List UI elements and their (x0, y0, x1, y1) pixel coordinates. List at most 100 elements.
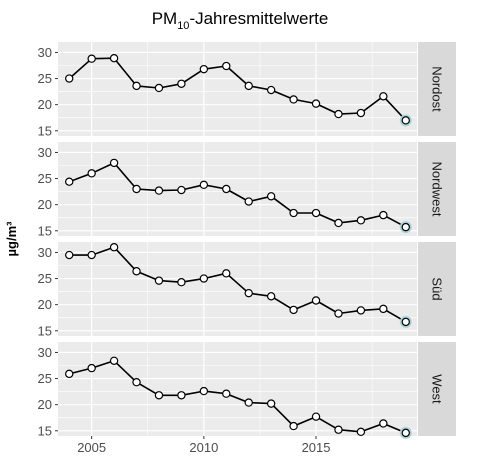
data-point (244, 81, 253, 91)
x-tick-label: 2010 (189, 440, 218, 455)
data-point (244, 398, 253, 407)
data-point (177, 185, 186, 195)
data-point (311, 412, 321, 421)
data-point (132, 267, 141, 276)
data-point (199, 274, 209, 283)
data-point (87, 363, 96, 373)
data-point (289, 305, 298, 315)
y-tick-label: 20 (38, 397, 52, 412)
data-point (334, 218, 343, 228)
x-tick-label: 2015 (302, 440, 331, 455)
data-point (401, 222, 410, 232)
x-tick-label: 2005 (77, 440, 106, 455)
data-point (334, 425, 343, 434)
y-tick-label: 30 (38, 45, 52, 60)
data-point (132, 378, 141, 387)
data-point (356, 306, 366, 315)
y-tick-label: 15 (38, 323, 52, 338)
data-point (87, 169, 96, 178)
data-point (199, 64, 209, 74)
facet-strip (418, 242, 456, 336)
facet-strip (418, 342, 456, 436)
panel-nordost: 15 20 25 30 Nordost (38, 42, 456, 138)
data-point (266, 399, 276, 408)
data-point (199, 180, 209, 190)
y-tick-label: 15 (38, 423, 52, 438)
data-point (65, 74, 74, 83)
data-point (154, 186, 164, 195)
y-tick-label: 15 (38, 223, 52, 238)
data-point (356, 427, 366, 437)
facet-strip-label: West (430, 374, 445, 404)
data-point (222, 389, 231, 398)
panel-background (58, 342, 417, 436)
data-point (154, 391, 164, 400)
data-point (334, 109, 343, 119)
facet-strip-label: Nordwest (430, 162, 445, 217)
data-point (289, 95, 298, 104)
series-line (69, 246, 407, 323)
panel-nordwest: 15 20 25 30 Nordwest (38, 142, 456, 238)
data-point (154, 83, 164, 93)
data-point (356, 108, 366, 118)
data-point (379, 304, 388, 314)
facet-strip (418, 42, 456, 136)
data-point (266, 192, 276, 201)
data-point (109, 356, 119, 365)
data-point (266, 85, 276, 95)
y-tick-label: 30 (38, 145, 52, 160)
panel-süd: 15 20 25 30 Süd (38, 242, 456, 338)
data-point (87, 250, 96, 260)
data-point (154, 276, 164, 285)
data-point (109, 53, 119, 63)
data-point (132, 81, 141, 91)
data-point (65, 369, 74, 379)
data-point (109, 243, 119, 252)
facet-strip (418, 142, 456, 236)
y-tick-label: 25 (38, 71, 52, 86)
data-point (244, 288, 253, 298)
y-axis-title: µg/m³ (4, 221, 19, 257)
y-tick-label: 30 (38, 345, 52, 360)
data-point (379, 92, 388, 101)
data-point (109, 158, 119, 168)
chart-title-subscript: 10 (177, 20, 189, 32)
data-point (334, 309, 343, 318)
data-point (401, 116, 410, 125)
data-point (289, 208, 298, 218)
y-tick-label: 20 (38, 297, 52, 312)
data-point (356, 216, 366, 225)
data-point (311, 296, 321, 305)
chart-title-rest: -Jahresmittelwerte (189, 9, 328, 28)
facet-strip-label: Nordost (430, 66, 445, 112)
y-tick-label: 25 (38, 271, 52, 286)
x-axis: 2005 2010 2015 (77, 436, 330, 455)
data-point (222, 184, 231, 194)
data-point (132, 184, 141, 194)
data-point (222, 61, 231, 71)
panel-west: 15 20 25 30 West (38, 342, 456, 439)
data-point (311, 208, 321, 218)
data-point (177, 79, 186, 88)
series-line (68, 162, 407, 228)
series-line (69, 359, 407, 434)
data-point (65, 250, 74, 260)
facet-panels: 15 20 25 30 Nordost 15 20 25 30 Nordwest 15 20 25 30 S… (38, 42, 456, 439)
data-point (177, 278, 186, 287)
data-point (65, 177, 74, 186)
y-tick-label: 20 (38, 97, 52, 112)
panel-background (58, 242, 417, 336)
y-tick-label: 20 (38, 197, 52, 212)
y-tick-label: 25 (38, 371, 52, 386)
data-point (266, 292, 276, 301)
data-point (222, 269, 231, 278)
facet-strip-label: Süd (430, 277, 445, 300)
data-point (311, 99, 321, 108)
y-tick-label: 30 (38, 245, 52, 260)
data-point (401, 428, 410, 438)
y-tick-label: 15 (38, 123, 52, 138)
data-point (87, 54, 96, 63)
chart-title: PM10-Jahresmittelwerte (152, 9, 329, 32)
y-tick-label: 25 (38, 171, 52, 186)
